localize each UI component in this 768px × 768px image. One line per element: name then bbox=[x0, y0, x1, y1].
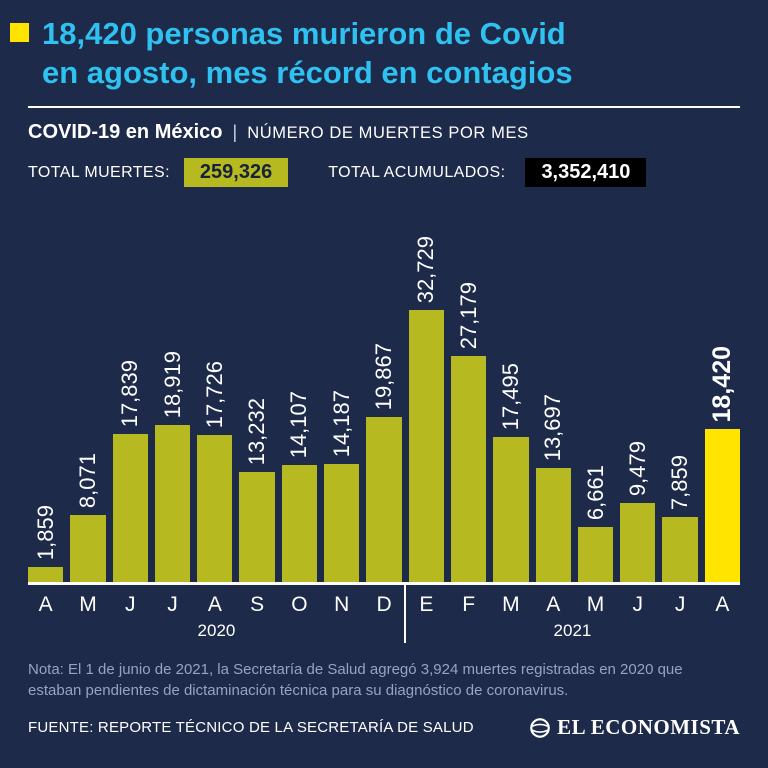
bar-value-label: 19,867 bbox=[371, 342, 397, 411]
x-tick-label: M bbox=[586, 593, 605, 617]
bar-value-label: 14,187 bbox=[328, 389, 354, 458]
bar-value-label: 7,859 bbox=[667, 455, 693, 511]
header: 18,420 personas murieron de Covid en ago… bbox=[10, 14, 740, 92]
bar-value-label: 13,697 bbox=[540, 393, 566, 462]
subtitle-rest: NÚMERO DE MUERTES POR MES bbox=[247, 124, 529, 143]
bar-value-label: 6,661 bbox=[582, 465, 608, 521]
bar bbox=[577, 527, 614, 583]
bar-chart: 1,859 8,071 17,839 18,919 17,726 13,232 14,107… bbox=[28, 203, 741, 644]
x-tick-label: S bbox=[250, 593, 265, 617]
x-tick-label: E bbox=[419, 593, 434, 617]
bar-column: 14,107 bbox=[281, 203, 318, 583]
bar bbox=[28, 567, 64, 583]
bar bbox=[324, 464, 360, 583]
subtitle: COVID-19 en México | NÚMERO DE MUERTES P… bbox=[28, 121, 740, 144]
x-tick-label: O bbox=[291, 593, 308, 617]
year-divider-line bbox=[404, 585, 407, 644]
bar bbox=[154, 425, 191, 583]
total-deaths-value: 259,326 bbox=[183, 158, 289, 188]
title-line-2: en agosto, mes récord en contagios bbox=[42, 55, 573, 91]
x-tick-label: J bbox=[124, 593, 136, 617]
bar bbox=[493, 437, 529, 583]
bar-column: 17,495 bbox=[493, 203, 529, 583]
year-label: 2021 bbox=[553, 621, 592, 641]
x-tick-label: F bbox=[462, 593, 476, 617]
bar bbox=[239, 472, 275, 583]
subtitle-bold: COVID-19 en México bbox=[28, 121, 223, 144]
bar-value-label: 17,495 bbox=[497, 362, 523, 431]
bar-column: 9,479 bbox=[620, 203, 656, 583]
bar bbox=[197, 435, 233, 583]
bar-value-label: 1,859 bbox=[32, 505, 58, 561]
x-tick-label: J bbox=[674, 593, 686, 617]
year-label: 2020 bbox=[197, 621, 236, 641]
bar bbox=[704, 429, 741, 583]
total-accumulated-value: 3,352,410 bbox=[525, 158, 647, 188]
el-economista-logo-text: EL ECONOMISTA bbox=[557, 715, 740, 740]
bar-column: 32,729 bbox=[408, 203, 444, 583]
bar-value-label: 32,729 bbox=[413, 235, 439, 304]
bar-column: 27,179 bbox=[450, 203, 487, 583]
x-tick-label: A bbox=[38, 593, 53, 617]
bar-value-label: 18,919 bbox=[159, 350, 185, 419]
bar-column: 17,839 bbox=[112, 203, 148, 583]
bar-value-label: 8,071 bbox=[74, 453, 100, 509]
bar bbox=[620, 503, 656, 583]
bar-value-label: 17,839 bbox=[117, 359, 143, 428]
x-tick-label: D bbox=[376, 593, 392, 617]
subtitle-separator: | bbox=[232, 122, 238, 143]
bar-column: 18,919 bbox=[154, 203, 191, 583]
bar-column: 7,859 bbox=[662, 203, 698, 583]
bar-column: 1,859 bbox=[28, 203, 64, 583]
total-accumulated-label: TOTAL ACUMULADOS: bbox=[328, 163, 506, 181]
footer: FUENTE: REPORTE TÉCNICO DE LA SECRETARÍA… bbox=[28, 715, 740, 740]
bar-value-label: 13,232 bbox=[244, 397, 270, 466]
x-tick-label: A bbox=[546, 593, 561, 617]
bar-value-label: 27,179 bbox=[455, 281, 481, 350]
header-divider bbox=[28, 106, 740, 109]
bar-column: 18,420 bbox=[704, 203, 741, 583]
x-tick-label: J bbox=[167, 593, 178, 617]
bar-column: 14,187 bbox=[324, 203, 360, 583]
x-tick-label: A bbox=[715, 593, 730, 617]
el-economista-logo: EL ECONOMISTA bbox=[529, 715, 740, 740]
bar-value-label: 18,420 bbox=[707, 345, 736, 423]
bar-value-label: 14,107 bbox=[286, 390, 312, 459]
axis-area: A M J J A S O N D E F M A M J J A 2020 2021 bbox=[28, 585, 740, 644]
el-economista-logo-icon bbox=[529, 717, 551, 739]
bar bbox=[112, 434, 148, 583]
x-tick-label: J bbox=[632, 593, 644, 617]
title-line-1: 18,420 personas murieron de Covid bbox=[42, 16, 566, 51]
bar-column: 13,697 bbox=[535, 203, 571, 583]
bar-column: 13,232 bbox=[239, 203, 275, 583]
footnote: Nota: El 1 de junio de 2021, la Secretar… bbox=[28, 661, 683, 700]
bar-column: 19,867 bbox=[366, 203, 402, 583]
x-axis-years: 2020 2021 bbox=[28, 619, 740, 641]
bar bbox=[366, 417, 402, 583]
bar bbox=[450, 356, 487, 583]
bar bbox=[535, 468, 571, 583]
yellow-bullet-square bbox=[10, 23, 29, 42]
source-text: FUENTE: REPORTE TÉCNICO DE LA SECRETARÍA… bbox=[28, 719, 474, 737]
page-title: 18,420 personas murieron de Covid en ago… bbox=[42, 14, 573, 92]
bar bbox=[662, 517, 698, 583]
bar-value-label: 9,479 bbox=[624, 441, 650, 497]
bar-column: 17,726 bbox=[197, 203, 233, 583]
x-tick-label: M bbox=[502, 593, 520, 617]
bar-column: 8,071 bbox=[70, 203, 106, 583]
totals-row: TOTAL MUERTES: 259,326 TOTAL ACUMULADOS:… bbox=[28, 158, 740, 188]
x-tick-label: M bbox=[79, 593, 97, 617]
bar bbox=[281, 465, 318, 583]
x-tick-label: N bbox=[334, 593, 350, 617]
bar-column: 6,661 bbox=[577, 203, 614, 583]
bar-value-label: 17,726 bbox=[201, 360, 227, 429]
total-deaths-label: TOTAL MUERTES: bbox=[28, 163, 170, 181]
bar bbox=[70, 515, 106, 583]
bar bbox=[408, 310, 444, 583]
bars-row: 1,859 8,071 17,839 18,919 17,726 13,232 14,107… bbox=[28, 203, 741, 586]
x-tick-label: A bbox=[207, 593, 222, 617]
